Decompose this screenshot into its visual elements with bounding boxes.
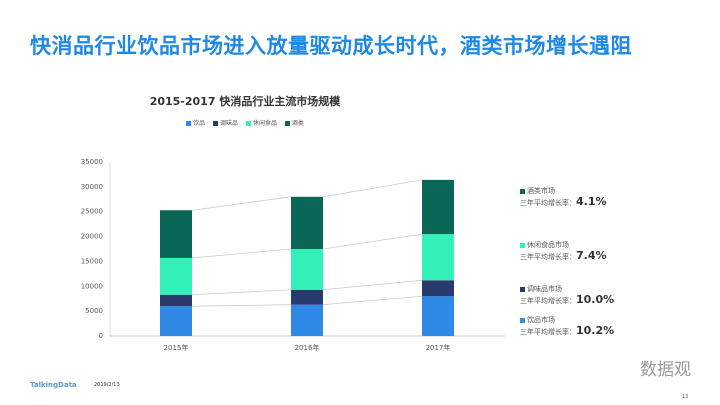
connector-line [191,289,292,296]
growth-rate: 10.2% [576,324,615,338]
legend-item: 饮品 [186,120,205,127]
growth-label: 调味品市场 [527,285,562,293]
y-tick-label: 5000 [85,307,103,315]
growth-item-condiments: 调味品市场 三年平均增长率：10.0% [520,285,614,307]
growth-prefix: 三年平均增长率： [520,328,576,337]
bar-segment [422,296,454,336]
connector-line [322,295,423,306]
connector-line [322,279,423,291]
chart-title: 2015-2017 快消品行业主流市场规模 [149,95,341,108]
legend-swatch [520,317,525,323]
connector-line [322,179,423,198]
growth-label: 休闲食品市场 [527,241,569,249]
y-tick-label: 35000 [81,158,103,166]
growth-label: 饮品市场 [527,316,555,324]
page-number: 13 [682,394,689,400]
y-tick-label: 25000 [81,208,103,216]
bar-segment [160,257,192,295]
growth-item-snacks: 休闲食品市场 三年平均增长率：7.4% [520,241,607,263]
brand-logo: TalkingData [30,381,77,389]
legend-swatch [284,121,290,126]
growth-rate: 7.4% [576,249,607,263]
watermark: 数据观 [640,360,691,380]
x-tick-label: 2015年 [164,343,189,352]
legend-swatch [245,121,251,126]
y-tick-label: 15000 [81,257,103,265]
slide-title: 快消品行业饮品市场进入放量驱动成长时代，酒类市场增长遇阻 [30,34,632,58]
growth-prefix: 三年平均增长率： [520,253,576,262]
slide-date: 2019/2/13 [94,382,120,388]
growth-prefix: 三年平均增长率： [520,199,576,208]
bar-segment [291,249,323,290]
bar-segment [291,196,323,249]
connector-line [322,233,423,250]
bar-segment [422,179,454,235]
y-tick-label: 30000 [81,183,103,191]
growth-item-beverages: 饮品市场 三年平均增长率：10.2% [520,316,614,338]
growth-rate: 4.1% [576,195,607,209]
bar-segment [291,304,323,336]
bar-segment [422,280,454,297]
growth-rate: 10.0% [576,293,615,307]
connector-line [191,248,292,259]
legend-swatch [520,188,525,194]
legend-swatch [186,121,192,126]
growth-prefix: 三年平均增长率： [520,297,576,306]
bar-segment [160,306,192,336]
legend-swatch [520,286,525,292]
y-tick-label: 20000 [81,233,103,241]
bar-segment [291,289,323,305]
connector-line [191,304,292,307]
legend-swatch [520,242,525,248]
connector-line [191,196,292,211]
x-tick-label: 2017年 [426,343,451,352]
growth-label: 酒类市场 [527,187,555,195]
legend-item: 休闲食品 [245,120,277,127]
legend-label: 休闲食品 [252,120,277,127]
legend-item: 酒类 [284,120,304,127]
chart-legend: 饮品 调味品 休闲食品 酒类 [0,118,490,127]
legend-label: 酒类 [291,120,304,127]
bar-segment [160,210,192,258]
bar-segment [422,234,454,281]
legend-item: 调味品 [213,120,238,127]
legend-label: 饮品 [193,120,206,127]
legend-swatch [213,121,219,126]
y-tick-label: 0 [99,332,103,340]
y-tick-label: 10000 [81,282,103,290]
legend-label: 调味品 [220,120,239,127]
x-tick-label: 2016年 [295,343,320,352]
growth-item-liquor: 酒类市场 三年平均增长率：4.1% [520,187,607,209]
bar-segment [160,294,192,307]
